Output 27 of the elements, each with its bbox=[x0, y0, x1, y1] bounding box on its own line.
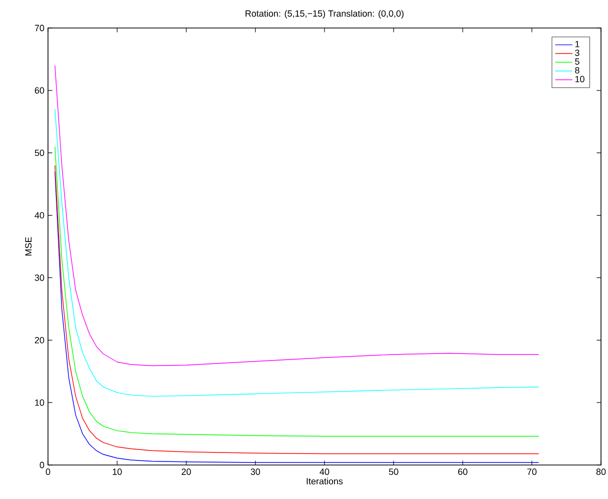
x-tick-label: 80 bbox=[596, 468, 606, 475]
x-tick-label: 20 bbox=[182, 468, 191, 475]
x-axis-title: Iterations bbox=[306, 478, 343, 484]
y-tick-label: 30 bbox=[34, 274, 44, 281]
legend-label: 8 bbox=[575, 67, 580, 74]
y-tick-label: 60 bbox=[34, 87, 44, 94]
x-tick-label: 30 bbox=[250, 468, 260, 475]
legend-label: 3 bbox=[575, 50, 580, 56]
chart-title: Rotation: (5,15,−15) Translation: (0,0,0) bbox=[246, 10, 404, 18]
x-tick-label: 70 bbox=[527, 468, 537, 475]
x-tick-label: 10 bbox=[112, 468, 122, 475]
y-tick-label: 50 bbox=[34, 150, 44, 156]
legend-label: 5 bbox=[575, 58, 580, 65]
line-series bbox=[54, 108, 540, 397]
y-axis-title: MSE bbox=[25, 237, 32, 256]
y-tick-label: 10 bbox=[35, 399, 44, 406]
legend-label: 1 bbox=[575, 40, 580, 48]
x-tick-label: 40 bbox=[320, 468, 330, 475]
y-tick-label: 70 bbox=[34, 24, 44, 32]
legend-label: 10 bbox=[575, 76, 584, 82]
y-tick-label: 0 bbox=[40, 462, 44, 468]
x-tick-label: 50 bbox=[388, 468, 398, 475]
y-tick-label: 20 bbox=[34, 336, 44, 344]
line-series bbox=[54, 65, 540, 366]
x-tick-label: 60 bbox=[458, 468, 468, 475]
x-tick-label: 0 bbox=[46, 468, 50, 475]
y-tick-label: 40 bbox=[34, 212, 44, 218]
